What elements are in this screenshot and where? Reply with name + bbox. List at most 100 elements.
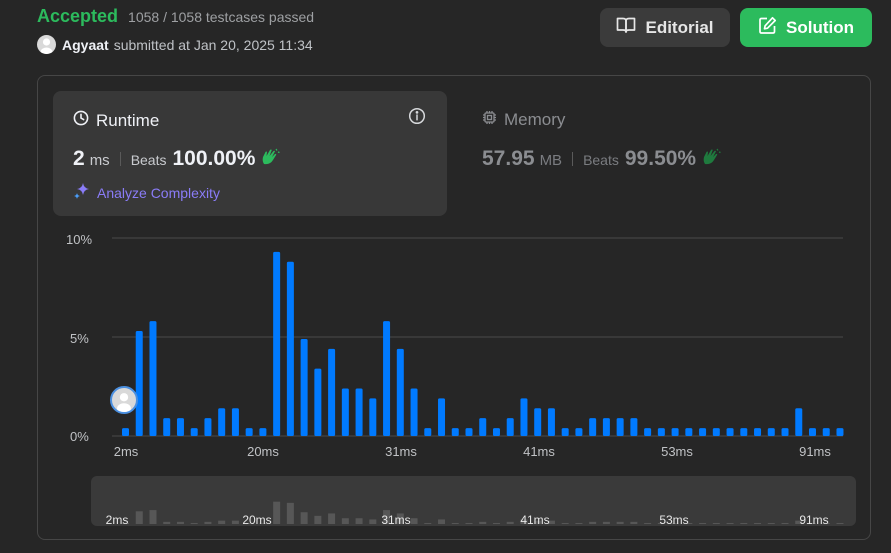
chart-bar[interactable]	[438, 398, 446, 436]
chart-bar[interactable]	[149, 321, 157, 436]
testcases-passed: 1058 / 1058 testcases passed	[128, 9, 315, 25]
chart-bar[interactable]	[218, 408, 226, 436]
mini-chart-bar	[451, 523, 459, 524]
chart-bar[interactable]	[328, 348, 336, 436]
chart-bar[interactable]	[273, 251, 281, 436]
analyze-label: Analyze Complexity	[97, 184, 220, 201]
chart-bar[interactable]	[712, 428, 720, 436]
chart-bar[interactable]	[767, 428, 775, 436]
runtime-unit: ms	[89, 152, 110, 169]
chart-bar[interactable]	[383, 321, 391, 436]
mini-chart-bar	[644, 523, 652, 524]
chart-bar[interactable]	[836, 428, 844, 436]
chart-bar[interactable]	[245, 428, 253, 436]
chart-bar[interactable]	[135, 331, 143, 436]
chart-bar[interactable]	[410, 388, 418, 436]
avatar[interactable]	[37, 35, 56, 54]
chart-bar[interactable]	[699, 428, 707, 436]
clap-icon	[260, 148, 281, 171]
chart-bar[interactable]	[671, 428, 679, 436]
chart-bar[interactable]	[781, 428, 789, 436]
chart-bar[interactable]	[561, 428, 569, 436]
chart-bar[interactable]	[479, 418, 487, 436]
analyze-complexity-link[interactable]: Analyze Complexity	[73, 182, 220, 203]
chart-bar[interactable]	[616, 418, 624, 436]
book-icon	[616, 16, 636, 39]
mini-chart-bar	[259, 523, 267, 524]
username-link[interactable]: Agyaat	[62, 36, 109, 53]
mini-chart-bar	[616, 521, 624, 524]
chart-bar[interactable]	[355, 388, 363, 436]
avatar[interactable]	[110, 386, 138, 414]
mini-chart-bar	[712, 523, 720, 524]
mini-chart-bar	[547, 520, 555, 524]
mini-chart-bar	[630, 521, 638, 524]
chart-bar[interactable]	[231, 408, 239, 436]
x-tick-label: 31ms	[385, 444, 417, 459]
mini-chart-bar	[561, 523, 569, 524]
mini-chart-bar	[740, 523, 748, 524]
mini-chart-bar	[575, 523, 583, 524]
chart-bar[interactable]	[369, 398, 377, 436]
mini-chart-bar	[671, 523, 679, 524]
chart-bar[interactable]	[506, 418, 514, 436]
chart-bar[interactable]	[754, 428, 762, 436]
mini-chart-bar	[492, 523, 500, 524]
mini-chart-bar	[410, 518, 418, 524]
memory-label: Memory	[504, 110, 566, 129]
info-icon[interactable]	[408, 107, 426, 130]
chart-bar[interactable]	[740, 428, 748, 436]
divider	[119, 152, 121, 166]
chart-bar[interactable]	[122, 428, 129, 436]
solution-button[interactable]: Solution	[740, 8, 872, 47]
chart-bar[interactable]	[286, 261, 294, 436]
mini-chart-bar	[534, 520, 542, 524]
chart-bar[interactable]	[163, 418, 171, 436]
chart-bar[interactable]	[300, 338, 308, 436]
chart-bar[interactable]	[451, 428, 459, 436]
chart-bar[interactable]	[644, 428, 652, 436]
chart-bar[interactable]	[795, 408, 803, 436]
chart-bar[interactable]	[657, 428, 665, 436]
chart-bar[interactable]	[204, 418, 212, 436]
chart-bar[interactable]	[341, 388, 349, 436]
chart-bar[interactable]	[176, 418, 184, 436]
chart-bar[interactable]	[726, 428, 734, 436]
mini-chart-bar	[809, 523, 816, 524]
range-slider[interactable]: 2ms 20ms 31ms 41ms 53ms 91ms	[91, 476, 856, 527]
chart-bar[interactable]	[630, 418, 638, 436]
clock-icon	[73, 110, 89, 131]
chart-bar[interactable]	[520, 398, 528, 436]
chart-bar[interactable]	[492, 428, 500, 436]
runtime-card[interactable]: Runtime 2 ms Beats 100.00% Analyze Compl…	[53, 91, 447, 216]
chart-bar[interactable]	[822, 428, 830, 436]
chart-bar[interactable]	[396, 348, 404, 436]
mini-chart-bar	[424, 523, 432, 524]
memory-tab[interactable]: Memory	[482, 110, 565, 130]
chart-bar[interactable]	[314, 368, 322, 436]
mini-chart-bar	[822, 523, 830, 524]
chart-bar[interactable]	[534, 408, 542, 436]
mini-chart-bar	[273, 501, 281, 524]
chart-bar[interactable]	[602, 418, 610, 436]
mini-chart-bar	[699, 523, 707, 524]
chart-bar[interactable]	[259, 428, 267, 436]
chart-bar[interactable]	[589, 418, 597, 436]
mini-chart-bar	[383, 510, 391, 524]
mini-chart-bar	[396, 513, 404, 524]
memory-metric[interactable]: 57.95 MB Beats 99.50%	[482, 147, 721, 171]
mini-chart-bar	[520, 519, 528, 524]
runtime-beats-value: 100.00%	[172, 147, 256, 170]
chart-bar[interactable]	[575, 428, 583, 436]
chart-bar[interactable]	[465, 428, 473, 436]
chart-bar[interactable]	[547, 408, 555, 436]
mini-chart-bar	[149, 510, 157, 524]
chart-bar[interactable]	[809, 428, 816, 436]
chart-bar[interactable]	[424, 428, 432, 436]
editorial-button[interactable]: Editorial	[600, 8, 730, 47]
mini-chart-bar	[795, 520, 803, 524]
x-tick-label: 53ms	[661, 444, 693, 459]
chart-bar[interactable]	[685, 428, 693, 436]
chart-bar[interactable]	[190, 428, 198, 436]
